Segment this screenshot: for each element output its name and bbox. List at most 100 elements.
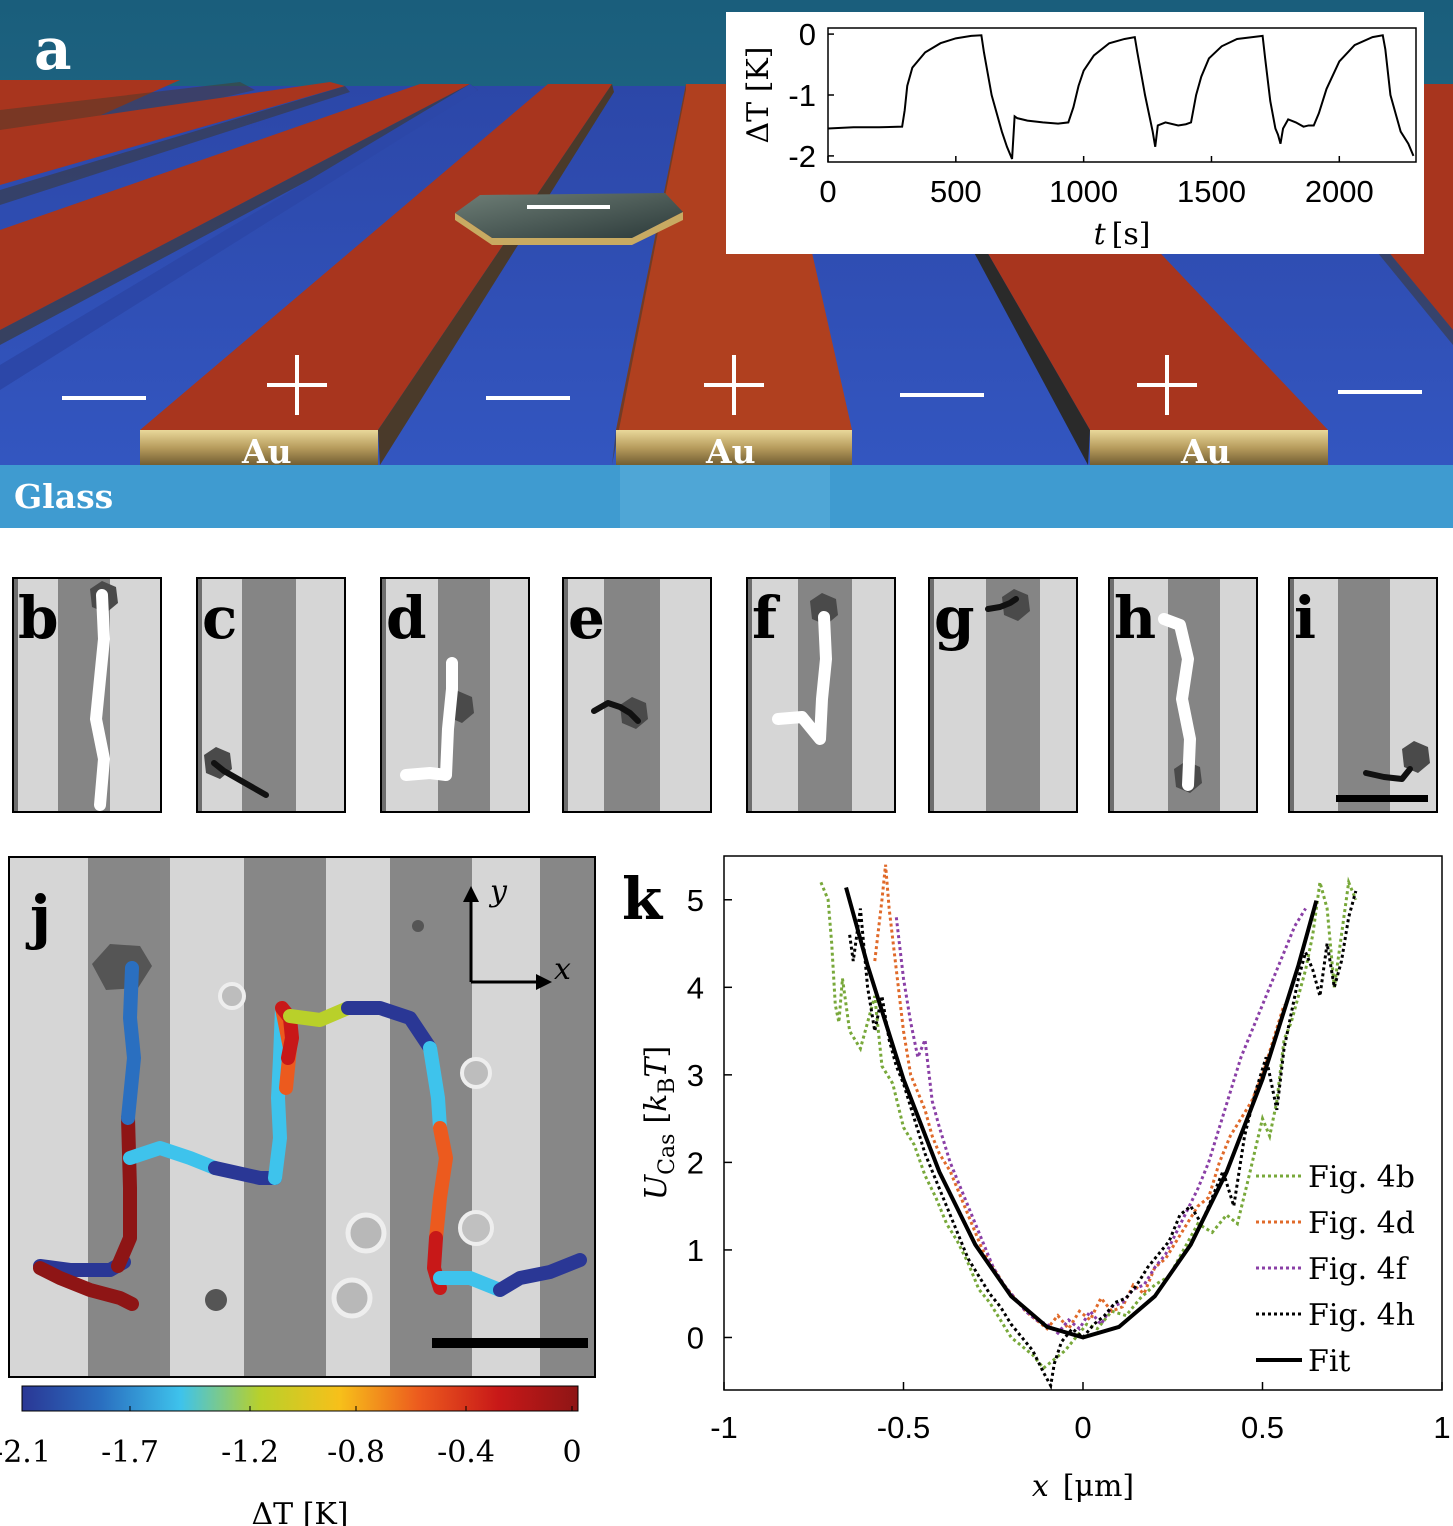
k-ylabel-close: ] — [639, 1046, 674, 1058]
inset-ytick-label: -2 — [788, 139, 816, 174]
k-ytick-label: 2 — [687, 1145, 704, 1180]
k-xlabel-var: x — [1032, 1469, 1049, 1504]
k-xtick-label: 0 — [1074, 1410, 1091, 1445]
k-ylabel-kb: k — [639, 1094, 674, 1112]
tile-edge-stripe — [1290, 579, 1294, 811]
track-segment — [493, 1253, 587, 1297]
track-segment — [433, 1271, 507, 1297]
au-label-2: Au — [706, 432, 756, 471]
track-segment — [123, 1141, 222, 1175]
tile-edge-stripe — [382, 579, 386, 811]
au-label-1: Au — [242, 432, 292, 471]
k-legend-label: Fig. 4h — [1308, 1298, 1415, 1333]
tile-label: h — [1114, 584, 1157, 652]
k-ytick-label: 1 — [687, 1233, 704, 1268]
track-segment — [429, 1121, 453, 1245]
inset-xlabel-unit: [s] — [1112, 217, 1151, 252]
inset-ytick-label: 0 — [799, 17, 816, 52]
inset-axes-box — [827, 27, 1417, 163]
tile-label: d — [386, 584, 427, 652]
k-ylabel: UCas [kBT] — [639, 1046, 680, 1200]
axis-y-label: y — [490, 874, 507, 909]
colorbar-tick-label: -2.1 — [0, 1435, 51, 1470]
glass-label: Glass — [14, 477, 114, 516]
k-series-fig-4h — [848, 890, 1358, 1391]
k-legend-label: Fig. 4b — [1308, 1160, 1415, 1195]
panel-a-label: a — [34, 15, 72, 83]
tile-c: c — [196, 577, 346, 813]
tile-track — [211, 760, 269, 798]
k-legend-label: Fig. 4d — [1308, 1206, 1415, 1241]
inset-xlabel-var: t — [1094, 217, 1107, 252]
tile-flake — [810, 593, 838, 625]
k-ytick-label: 0 — [687, 1320, 704, 1355]
tile-label: e — [568, 584, 605, 652]
tile-c-image — [198, 579, 344, 811]
tile-electrode-stripe — [242, 579, 296, 811]
k-xtick-label: 0.5 — [1241, 1410, 1284, 1445]
k-xtick-label: 1 — [1433, 1410, 1450, 1445]
panel-k-chart: -1 -0.5 0 0.5 1 0 1 2 3 4 5 Fig. 4b Fig. 4d Fig. 4f Fi… — [639, 855, 1451, 1504]
tile-track — [90, 589, 110, 811]
tile-track — [591, 700, 641, 724]
panel-j-label: j — [30, 883, 51, 951]
tile-i: i — [1288, 577, 1438, 813]
tile-label: b — [18, 584, 59, 652]
inset-xtick-label: 0 — [819, 174, 836, 209]
tile-track — [1158, 613, 1196, 791]
inset-xtick-label: 2000 — [1305, 174, 1374, 209]
tile-label: g — [934, 584, 975, 652]
colorbar-tick-label: 0 — [562, 1435, 581, 1470]
tile-b: b — [12, 577, 162, 813]
axis-x-label: x — [554, 952, 571, 987]
inset-xtick-label: 1000 — [1049, 174, 1118, 209]
tile-b-image — [14, 579, 160, 811]
k-legend-label: Fit — [1308, 1344, 1350, 1379]
colorbar-tick-label: -1.7 — [101, 1435, 159, 1470]
au-label-3: Au — [1181, 432, 1231, 471]
k-ytick-label: 4 — [687, 970, 704, 1005]
tile-electrode-stripe — [604, 579, 660, 811]
k-ylabel-kb-sub: B — [655, 1078, 680, 1094]
tile-label: i — [1294, 584, 1317, 652]
k-ylabel-open: [ — [639, 1112, 674, 1124]
panel-a: a Au Au Au Glass 0 500 1000 1500 2000 0 -1 -2 t[… — [0, 0, 1453, 528]
tile-track — [985, 596, 1019, 612]
tile-g-image — [930, 579, 1076, 811]
colorbar-label: ΔT [K] — [251, 1497, 348, 1526]
colorbar-tick-label: -0.4 — [437, 1435, 495, 1470]
k-series-fit — [844, 886, 1319, 1340]
tile-h: h — [1108, 577, 1258, 813]
tile-f: f — [746, 577, 896, 813]
inset-chart-box: 0 500 1000 1500 2000 0 -1 -2 t [s] ΔT [K] — [726, 12, 1424, 254]
k-legend-label: Fig. 4f — [1308, 1252, 1409, 1287]
inset-xtick-label: 1500 — [1177, 174, 1246, 209]
k-series-fig-4d — [873, 864, 1286, 1332]
tile-edge-stripe — [198, 579, 202, 811]
tile-track — [400, 657, 458, 781]
colorbar: -2.1 -1.7 -1.2 -0.8 -0.4 0 ΔT [K] — [0, 1385, 582, 1526]
k-xlabel: x [μm] — [1032, 1469, 1134, 1504]
tile-edge-stripe — [564, 579, 568, 811]
tile-i-image — [1290, 579, 1436, 811]
tile-e-image — [564, 579, 710, 811]
k-xlabel-unit: [μm] — [1063, 1469, 1134, 1504]
track-segment — [341, 1001, 437, 1055]
colorbar-tick-label: -0.8 — [327, 1435, 385, 1470]
tile-edge-stripe — [748, 579, 752, 811]
tile-edge-stripe — [14, 579, 18, 811]
inset-xlabel: t [s] — [1094, 217, 1151, 252]
k-ylabel-var: U — [639, 1173, 674, 1200]
tile-flake — [1402, 741, 1430, 773]
track-segment — [33, 1261, 139, 1311]
panel-k-label: k — [622, 865, 663, 933]
k-xtick-label: -0.5 — [877, 1410, 930, 1445]
panel-j: j y x — [8, 856, 596, 1378]
tile-d-image — [382, 579, 528, 811]
k-ylabel-t: T — [639, 1056, 674, 1078]
tile-e: e — [562, 577, 712, 813]
tile-f-image — [748, 579, 894, 811]
panel-j-image — [10, 858, 594, 1376]
tile-track — [772, 611, 832, 745]
tile-label: c — [202, 584, 238, 652]
